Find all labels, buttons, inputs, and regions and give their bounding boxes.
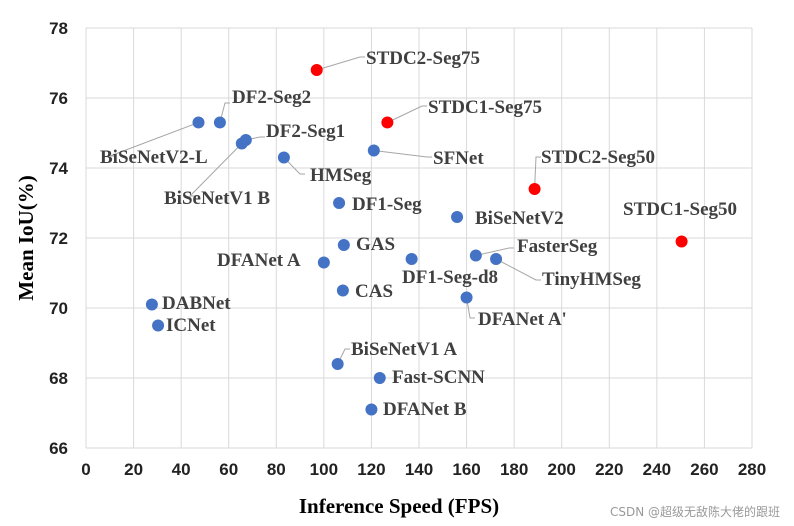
x-tick-label: 260: [690, 460, 718, 479]
leader-line: [283, 157, 305, 175]
point-label: BiSeNetV2: [475, 208, 564, 229]
point-label: DF1-Seg: [352, 194, 422, 215]
data-point: [469, 249, 482, 262]
point-label: DFANet A': [478, 309, 567, 330]
point-label: FasterSeg: [517, 236, 598, 257]
point-label: BiSeNetV1 B: [164, 188, 270, 209]
point-label: DABNet: [162, 293, 231, 314]
data-point: [310, 64, 323, 76]
point-label: BiSeNetV1 A: [351, 339, 457, 360]
data-point: [451, 211, 464, 223]
data-point: [675, 235, 688, 248]
leader-line: [316, 56, 365, 71]
x-tick-label: 160: [452, 460, 480, 479]
point-label: DFANet A: [217, 250, 301, 271]
y-axis-label: Mean IoU(%): [14, 175, 38, 300]
x-tick-label: 20: [124, 460, 143, 479]
point-label: STDC1-Seg50: [623, 199, 737, 220]
watermark: CSDN @超级无敌陈大佬的跟班: [609, 505, 780, 519]
x-tick-label: 200: [548, 460, 576, 479]
data-point: [460, 291, 473, 304]
data-point: [152, 319, 165, 332]
x-tick-label: 240: [643, 460, 671, 479]
x-tick-label: 0: [81, 460, 90, 479]
point-label: DF2-Seg1: [266, 121, 345, 142]
y-tick-label: 76: [49, 89, 68, 108]
point-label: BiSeNetV2-L: [100, 147, 208, 168]
point-label: STDC2-Seg75: [366, 48, 480, 69]
x-tick-label: 140: [405, 460, 433, 479]
x-tick-label: 220: [595, 460, 623, 479]
y-tick-label: 74: [49, 159, 68, 178]
x-tick-label: 60: [219, 460, 238, 479]
point-label: Fast-SCNN: [392, 367, 485, 388]
data-point: [331, 358, 344, 370]
x-tick-label: 80: [267, 460, 286, 479]
point-label: HMSeg: [310, 165, 372, 186]
x-tick-label: 40: [172, 460, 191, 479]
leader-line: [534, 156, 541, 190]
leader-line: [495, 258, 541, 281]
point-label: TinyHMSeg: [542, 269, 641, 290]
point-label: STDC1-Seg75: [428, 97, 542, 118]
leader-line: [387, 105, 427, 123]
leader-line: [188, 143, 243, 197]
data-point: [373, 372, 386, 384]
point-label: DFANet B: [383, 399, 467, 420]
leader-line: [109, 122, 199, 157]
x-tick-label: 280: [738, 460, 766, 479]
x-axis-label: Inference Speed (FPS): [299, 494, 499, 518]
x-tick-label: 120: [357, 460, 385, 479]
y-tick-label: 70: [49, 299, 68, 318]
data-point: [333, 197, 346, 209]
data-point: [336, 284, 349, 297]
leader-line: [466, 297, 475, 319]
data-point: [381, 116, 394, 129]
leader-line: [475, 247, 514, 256]
y-tick-label: 68: [49, 369, 68, 388]
leader-line: [219, 102, 230, 123]
data-point: [235, 137, 248, 150]
data-point: [337, 239, 350, 251]
point-label: STDC2-Seg50: [541, 147, 655, 168]
data-point: [277, 151, 290, 164]
point-label: SFNet: [433, 148, 484, 169]
leader-line: [373, 150, 432, 158]
data-point: [367, 144, 380, 157]
x-tick-label: 100: [310, 460, 338, 479]
y-tick-label: 78: [49, 19, 68, 38]
point-label: DF2-Seg2: [232, 87, 311, 108]
point-label: ICNet: [166, 315, 216, 336]
point-label: DF1-Seg-d8: [402, 267, 498, 288]
point-label: GAS: [356, 234, 395, 255]
data-point: [213, 116, 226, 129]
data-point: [317, 256, 330, 269]
x-tick-label: 180: [500, 460, 528, 479]
data-point: [528, 183, 541, 195]
y-tick-label: 66: [49, 439, 68, 458]
data-point: [490, 253, 503, 265]
data-point: [365, 403, 378, 416]
y-tick-label: 72: [49, 229, 68, 248]
data-point: [145, 298, 158, 311]
data-point: [405, 253, 418, 265]
point-label: CAS: [355, 281, 393, 302]
data-point: [192, 116, 205, 129]
